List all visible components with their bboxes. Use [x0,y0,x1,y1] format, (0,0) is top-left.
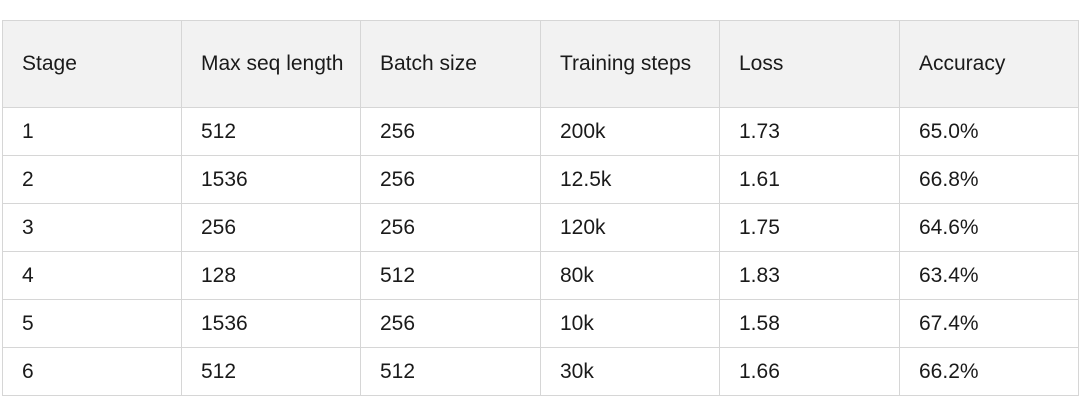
header-row: Stage Max seq length Batch size Training… [2,20,1079,108]
cell-accuracy: 65.0% [899,107,1079,156]
cell-accuracy: 67.4% [899,299,1079,348]
table-row: 3 256 256 120k 1.75 64.6% [2,203,1079,252]
cell-max-seq-length: 1536 [181,155,361,204]
header-accuracy: Accuracy [899,20,1079,108]
cell-loss: 1.83 [719,251,900,300]
table-row: 1 512 256 200k 1.73 65.0% [2,107,1079,156]
cell-training-steps: 12.5k [540,155,720,204]
cell-accuracy: 66.2% [899,347,1079,396]
cell-batch-size: 256 [360,299,541,348]
cell-max-seq-length: 512 [181,107,361,156]
cell-training-steps: 120k [540,203,720,252]
cell-max-seq-length: 1536 [181,299,361,348]
cell-loss: 1.58 [719,299,900,348]
cell-training-steps: 80k [540,251,720,300]
header-max-seq-length: Max seq length [181,20,361,108]
header-batch-size: Batch size [360,20,541,108]
cell-accuracy: 64.6% [899,203,1079,252]
cell-stage: 6 [2,347,182,396]
cell-batch-size: 512 [360,251,541,300]
table-row: 5 1536 256 10k 1.58 67.4% [2,299,1079,348]
cell-batch-size: 512 [360,347,541,396]
results-table-container: Stage Max seq length Batch size Training… [2,20,1079,396]
cell-stage: 4 [2,251,182,300]
cell-batch-size: 256 [360,203,541,252]
header-loss: Loss [719,20,900,108]
cell-stage: 2 [2,155,182,204]
cell-max-seq-length: 256 [181,203,361,252]
cell-loss: 1.61 [719,155,900,204]
cell-max-seq-length: 512 [181,347,361,396]
cell-loss: 1.66 [719,347,900,396]
cell-max-seq-length: 128 [181,251,361,300]
cell-accuracy: 63.4% [899,251,1079,300]
cell-training-steps: 30k [540,347,720,396]
cell-stage: 3 [2,203,182,252]
cell-batch-size: 256 [360,155,541,204]
cell-loss: 1.73 [719,107,900,156]
cell-batch-size: 256 [360,107,541,156]
header-training-steps: Training steps [540,20,720,108]
cell-training-steps: 200k [540,107,720,156]
table-row: 6 512 512 30k 1.66 66.2% [2,347,1079,396]
table-row: 2 1536 256 12.5k 1.61 66.8% [2,155,1079,204]
cell-stage: 5 [2,299,182,348]
table-header: Stage Max seq length Batch size Training… [2,20,1079,108]
cell-stage: 1 [2,107,182,156]
header-stage: Stage [2,20,182,108]
cell-training-steps: 10k [540,299,720,348]
table-body: 1 512 256 200k 1.73 65.0% 2 1536 256 12.… [2,107,1079,396]
table-row: 4 128 512 80k 1.83 63.4% [2,251,1079,300]
results-table: Stage Max seq length Batch size Training… [2,20,1079,396]
cell-loss: 1.75 [719,203,900,252]
cell-accuracy: 66.8% [899,155,1079,204]
